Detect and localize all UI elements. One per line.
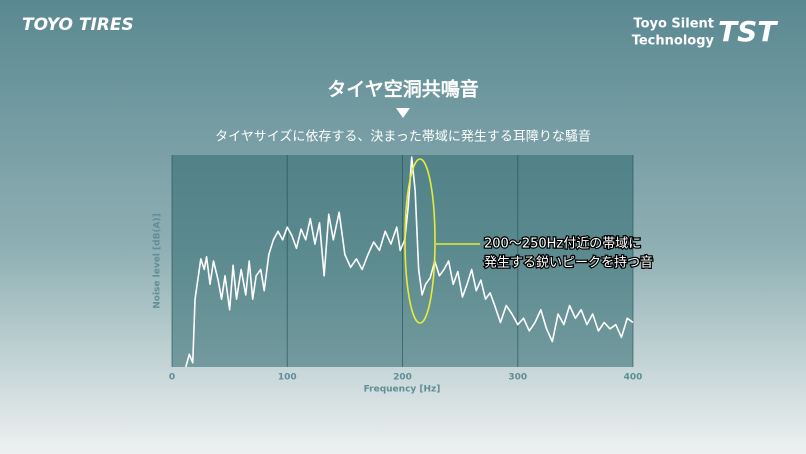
data-line	[185, 156, 634, 368]
x-tick-label: 200	[393, 373, 412, 383]
plot: 0 100 200 300 400	[169, 155, 643, 383]
x-axis-label: Frequency [Hz]	[364, 385, 441, 395]
x-tick-label: 0	[169, 373, 175, 383]
x-tick-label: 400	[624, 373, 643, 383]
x-tick-label: 300	[508, 373, 527, 383]
brand-line: Technology	[632, 34, 715, 49]
highlight-ellipse	[404, 158, 436, 324]
x-tick-label: 100	[278, 373, 297, 383]
chart-subtitle: タイヤサイズに依存する、決まった帯域に発生する耳障りな騒音	[215, 129, 591, 145]
brand-logo: TOYO TIRES	[22, 15, 134, 35]
brand-mark: TST	[718, 15, 778, 48]
arrow-down	[396, 108, 410, 118]
annotation: 発生する鋭いピークを持つ音	[484, 255, 653, 271]
annotation: 200～250Hz付近の帯域に	[484, 237, 641, 252]
brand-line: Toyo Silent	[633, 17, 714, 32]
chart-title: タイヤ空洞共鳴音	[327, 78, 478, 101]
y-axis-label: Noise level [dB(A)]	[153, 213, 163, 309]
